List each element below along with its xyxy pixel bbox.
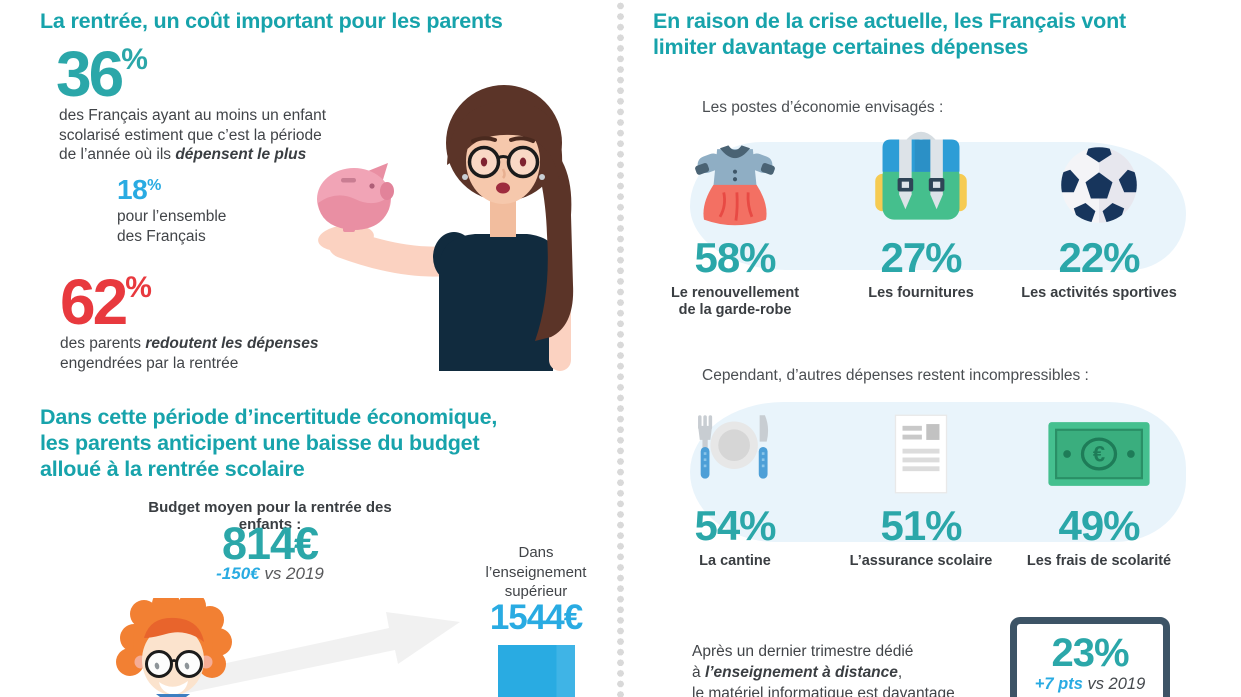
- monitor-stat-delta: +7 pts vs 2019: [1034, 675, 1146, 693]
- woman-eye: [519, 157, 527, 167]
- percent-sign: %: [147, 177, 161, 194]
- earring-icon: [462, 174, 468, 180]
- euro-symbol: €: [1093, 442, 1105, 467]
- woman-hand: [318, 224, 374, 252]
- incompressible-item-value: 54%: [694, 502, 776, 549]
- budget-label: Budget moyen pour la rentrée des enfants…: [148, 499, 392, 533]
- woman-mouth: [496, 182, 510, 194]
- incompressible-item-label: L’assurance scolaire: [849, 553, 993, 570]
- glasses-bridge: [170, 659, 178, 663]
- incompressible-item-insurance: 51% L’assurance scolaire: [831, 402, 1011, 570]
- document-icon: [894, 414, 948, 494]
- incompressible-item-label: La cantine: [699, 553, 771, 570]
- stat-62-caption: des parents redoutent les dépenses engen…: [60, 335, 319, 372]
- incompressible-item-value: 51%: [880, 502, 962, 549]
- child-eye: [154, 662, 160, 670]
- stat-62-value: 62%: [60, 266, 152, 338]
- budget-value: 814€: [221, 518, 319, 569]
- arrow-up-icon: [162, 612, 460, 697]
- woman-eyebrow: [471, 136, 497, 143]
- woman-eyebrow: [509, 136, 535, 143]
- money-icon: €: [1048, 422, 1150, 486]
- child-collar: [156, 694, 190, 697]
- blue-book-icon: [498, 645, 575, 697]
- incompressible-item-value: 49%: [1058, 502, 1140, 549]
- savings-item-supplies: 27% Les fournitures: [831, 126, 1011, 302]
- left-section1-title: La rentrée, un coût important pour les p…: [40, 9, 503, 33]
- savings-item-value: 22%: [1058, 234, 1140, 281]
- woman-hair-fall: [527, 135, 574, 341]
- stat-36-value: 36%: [56, 38, 148, 110]
- dress-icon: [695, 145, 775, 226]
- savings-item-label: Les fournitures: [868, 285, 974, 302]
- glasses-icon: [175, 650, 203, 678]
- stat-18-caption: pour l’ensemble des Français: [117, 208, 227, 245]
- percent-sign: %: [121, 43, 148, 76]
- glasses-icon: [145, 650, 173, 678]
- incompressible-item-tuition: € 49% Les frais de scolarité: [1009, 402, 1189, 570]
- savings-item-label: Le renouvellement de la garde-robe: [670, 285, 800, 319]
- child-eye: [184, 662, 190, 670]
- percent-sign: %: [125, 271, 152, 304]
- child-smile: [159, 681, 188, 695]
- woman-hair-fringe: [447, 101, 563, 179]
- incompressible-item-label: Les frais de scolarité: [1026, 553, 1172, 570]
- budget-delta-line: -150€ vs 2019: [216, 564, 324, 583]
- woman-eye: [480, 157, 488, 167]
- cutlery-icon: [698, 415, 769, 479]
- savings-item-wardrobe: 58% Le renouvellement de la garde-robe: [645, 126, 825, 319]
- child-illustration: [116, 598, 232, 697]
- piggy-bank-icon: [317, 163, 394, 232]
- child-fringe: [144, 617, 204, 642]
- higher-ed-label: Dans l’enseignement supérieur: [485, 544, 587, 600]
- dotted-divider: [617, 1, 624, 697]
- savings-item-value: 58%: [694, 234, 776, 281]
- incompressible-item-canteen: 54% La cantine: [645, 402, 825, 570]
- stat-18-value: 18%: [117, 174, 161, 205]
- backpack-icon: [875, 131, 967, 220]
- savings-item-sports: 22% Les activités sportives: [1009, 126, 1189, 302]
- left-section2-title: Dans cette période d’incertitude économi…: [40, 405, 498, 481]
- monitor-stat-box: 23% +7 pts vs 2019: [1010, 617, 1170, 697]
- incompressible-intro: Cependant, d’autres dépenses restent inc…: [702, 367, 1089, 384]
- earring-icon: [539, 174, 545, 180]
- footer-paragraph: Après un dernier trimestre dédié à l’ens…: [692, 643, 955, 697]
- savings-item-value: 27%: [880, 234, 962, 281]
- right-title: En raison de la crise actuelle, les Fran…: [653, 9, 1126, 59]
- stat-36-caption: des Français ayant au moins un enfant sc…: [59, 107, 327, 163]
- higher-ed-value: 1544€: [489, 598, 583, 637]
- savings-intro: Les postes d’économie envisagés :: [702, 99, 944, 116]
- glasses-bridge: [497, 155, 510, 160]
- soccer-ball-icon: [1061, 147, 1137, 223]
- monitor-stat-value: 23%: [1051, 631, 1129, 675]
- woman-nose: [501, 168, 506, 179]
- savings-item-label: Les activités sportives: [1021, 285, 1177, 302]
- woman-torso: [439, 234, 556, 371]
- woman-with-piggy-bank-illustration: [317, 85, 574, 371]
